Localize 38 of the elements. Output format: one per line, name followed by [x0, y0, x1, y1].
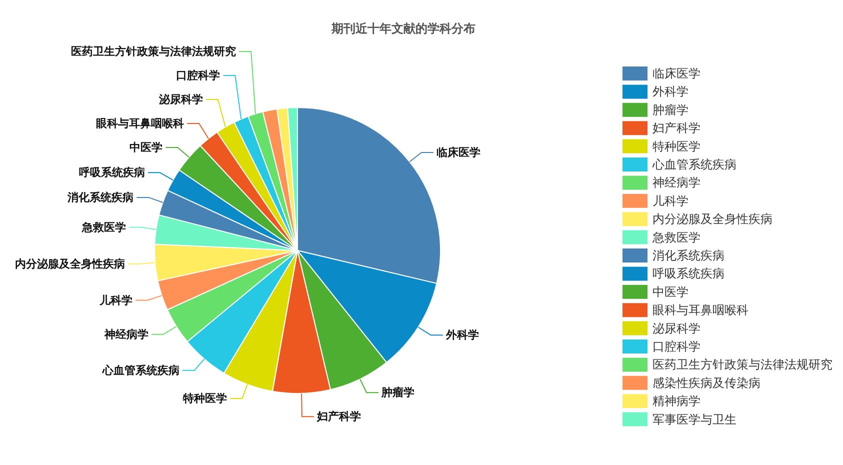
legend-label: 神经病学 — [652, 176, 700, 190]
slice-label: 中医学 — [130, 141, 163, 154]
slice-label: 医药卫生方针政策与法律法规研究 — [71, 45, 236, 58]
legend-label: 肿瘤学 — [652, 102, 688, 117]
slice-label: 心血管系统疾病 — [102, 364, 180, 377]
slice-label: 神经病学 — [104, 328, 149, 341]
slice-label: 临床医学 — [436, 146, 480, 159]
legend-label: 急救医学 — [652, 230, 700, 244]
legend-label: 军事医学与卫生 — [652, 412, 736, 426]
slice-label: 急救医学 — [81, 220, 126, 234]
slice-label: 内分泌腺及全身性疾病 — [15, 257, 126, 270]
legend-label: 口腔科学 — [652, 340, 700, 354]
legend-label: 临床医学 — [652, 66, 700, 80]
legend-label: 中医学 — [652, 284, 688, 299]
slice-label: 泌尿科学 — [158, 93, 203, 106]
legend-label: 感染性疾病及传染病 — [652, 376, 760, 390]
legend-label: 泌尿科学 — [652, 321, 700, 336]
slice-label: 外科学 — [444, 328, 479, 342]
legend-label: 内分泌腺及全身性疾病 — [652, 212, 772, 226]
slice-label: 消化系统疾病 — [66, 190, 134, 204]
slice-label: 眼科与耳鼻咽喉科 — [96, 117, 184, 130]
legend-label: 心血管系统疾病 — [652, 158, 736, 172]
legend-label: 眼科与耳鼻咽喉科 — [652, 303, 748, 318]
slice-label: 肿瘤学 — [380, 386, 415, 400]
slice-label: 妇产科学 — [316, 410, 361, 424]
legend-label: 儿科学 — [652, 194, 688, 208]
legend-label: 特种医学 — [652, 139, 700, 154]
slice-label: 儿科学 — [98, 294, 133, 307]
legend-label: 妇产科学 — [652, 121, 700, 136]
chart-title: 期刊近十年文献的学科分布 — [330, 22, 476, 36]
legend-label: 精神病学 — [652, 394, 700, 408]
legend-label: 呼吸系统疾病 — [652, 266, 724, 281]
slice-label: 呼吸系统疾病 — [79, 166, 146, 180]
legend-label: 消化系统疾病 — [652, 248, 724, 262]
slice-label: 口腔科学 — [176, 69, 220, 82]
legend-label: 医药卫生方针政策与法律法规研究 — [652, 358, 832, 372]
legend-label: 外科学 — [652, 84, 688, 99]
slice-label: 特种医学 — [182, 392, 228, 405]
